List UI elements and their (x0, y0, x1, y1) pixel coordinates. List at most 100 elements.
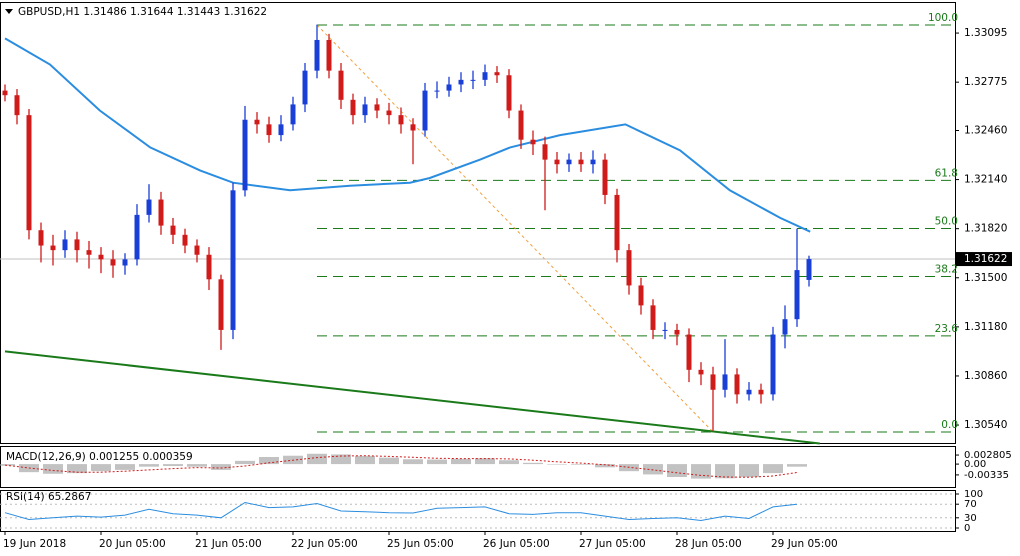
x-tick-label: 26 Jun 05:00 (483, 538, 550, 550)
candle-body (602, 159, 608, 195)
candle-body (758, 389, 764, 395)
macd-bar (331, 454, 351, 465)
y-tick-label: 1.32140 (964, 174, 1007, 186)
candle-body (326, 39, 332, 71)
macd-bar (715, 464, 735, 479)
macd-signal (4, 455, 798, 478)
y-tick-label: 1.33095 (964, 27, 1007, 39)
candle-body (734, 374, 740, 395)
candle-body (386, 110, 392, 116)
candle-body (14, 95, 20, 116)
macd-bar (235, 460, 255, 465)
x-tick-label: 22 Jun 05:00 (291, 538, 358, 550)
candle-body (410, 124, 416, 131)
macd-bar (307, 453, 327, 465)
candle-body (698, 369, 704, 375)
rsi-panel (0, 490, 956, 532)
candle-body (662, 329, 668, 331)
candle-body (158, 199, 164, 226)
macd-bar (67, 464, 87, 474)
main-panel (0, 2, 956, 444)
macd-panel (0, 446, 956, 488)
macd-tick-label: -0.00335 (964, 470, 1009, 481)
macd-bar (451, 458, 471, 465)
moving-average (4, 37, 811, 233)
candle-body (518, 110, 524, 140)
candle-body (290, 104, 296, 125)
candle-body (674, 329, 680, 335)
candle-body (422, 90, 428, 131)
macd-bar (643, 464, 663, 475)
fib-label: 50.0 (935, 215, 958, 227)
candle-body (182, 234, 188, 246)
candle-body (194, 245, 200, 255)
last-price-label: 1.31622 (964, 253, 1007, 265)
candle-body (398, 115, 404, 125)
macd-bar (595, 464, 615, 468)
candle-body (746, 389, 752, 395)
macd-bar (0, 464, 15, 466)
fib-label: 61.8 (935, 167, 958, 179)
candle-body (2, 90, 8, 96)
macd-bar (667, 464, 687, 477)
trendline (4, 350, 820, 445)
macd-bar (211, 464, 231, 470)
candle-body (458, 79, 464, 85)
candle-body (98, 254, 104, 260)
candle-body (122, 259, 128, 266)
y-tick-label: 1.32460 (964, 124, 1007, 136)
fib-diagonal (316, 24, 714, 433)
candle-body (686, 334, 692, 370)
candle-body (806, 259, 812, 280)
macd-bar (91, 464, 111, 472)
candle-body (62, 239, 68, 251)
y-tick-label: 1.31820 (964, 223, 1007, 235)
macd-bar (547, 464, 567, 465)
macd-bar (259, 457, 279, 465)
y-tick-label: 1.31500 (964, 272, 1007, 284)
y-tick-label: 1.31180 (964, 321, 1007, 333)
macd-bar (475, 458, 495, 465)
x-tick-label: 25 Jun 05:00 (387, 538, 454, 550)
x-tick-label: 19 Jun 2018 (3, 538, 66, 550)
macd-bar (691, 464, 711, 479)
rsi-tick-label: 100 (964, 489, 983, 500)
candle-body (794, 270, 800, 320)
macd-bar (499, 460, 519, 465)
macd-bar (403, 459, 423, 465)
fib-label: 38.2 (935, 264, 958, 276)
candle-body (338, 70, 344, 100)
macd-bar (115, 464, 135, 470)
candle-body (782, 319, 788, 335)
candle-body (638, 285, 644, 306)
candle-body (722, 374, 728, 390)
candle-body (530, 139, 536, 145)
macd-bar (427, 459, 447, 465)
candle-body (350, 99, 356, 116)
y-tick-label: 1.32775 (964, 76, 1007, 88)
macd-title: MACD(12,26,9) 0.001255 0.000359 (6, 451, 193, 463)
candle-body (626, 250, 632, 286)
macd-bar (187, 464, 207, 467)
macd-tick-label: 0.002805 (964, 450, 1012, 461)
candle-body (146, 199, 152, 215)
fib-label: 23.6 (935, 323, 959, 335)
macd-bar (163, 464, 183, 467)
candle-body (578, 159, 584, 165)
candle-body (254, 119, 260, 125)
candle-body (314, 39, 320, 71)
candle-body (374, 104, 380, 111)
candle-body (362, 104, 368, 116)
macd-bar (523, 462, 543, 465)
fib-label: 100.0 (928, 12, 958, 24)
chart-title: GBPUSD,H1 1.31486 1.31644 1.31443 1.3162… (18, 6, 267, 18)
rsi-tick-label: 70 (964, 499, 977, 510)
candle-body (230, 190, 236, 330)
candle-body (434, 90, 440, 92)
candle-body (650, 305, 656, 330)
macd-tick-label: 0.00 (964, 459, 986, 470)
rsi-tick-label: 30 (964, 513, 977, 524)
candle-body (710, 374, 716, 390)
